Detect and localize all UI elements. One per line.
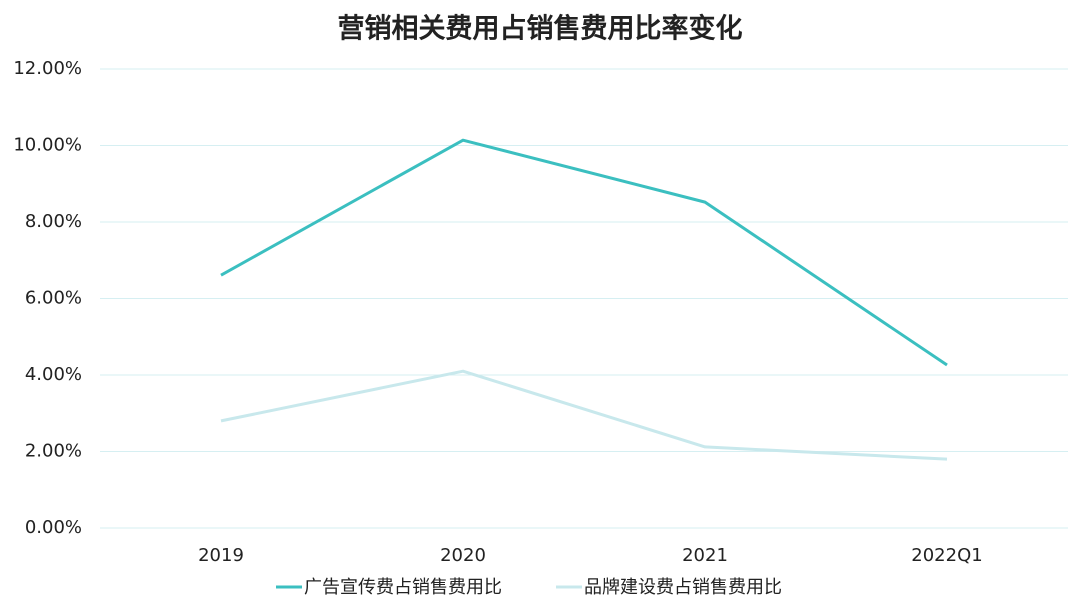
y-tick-label: 0.00% bbox=[25, 517, 82, 538]
legend-label: 广告宣传费占销售费用比 bbox=[304, 577, 502, 598]
chart-title: 营销相关费用占销售费用比率变化 bbox=[338, 13, 743, 45]
y-tick-label: 6.00% bbox=[25, 288, 82, 309]
series-line bbox=[220, 369, 948, 461]
y-tick-label: 2.00% bbox=[25, 441, 82, 462]
x-tick-label: 2022Q1 bbox=[911, 545, 982, 566]
legend-label: 品牌建设费占销售费用比 bbox=[584, 577, 782, 598]
y-tick-label: 10.00% bbox=[13, 135, 82, 156]
y-tick-label: 8.00% bbox=[25, 211, 82, 232]
x-tick-label: 2021 bbox=[682, 545, 728, 566]
x-tick-label: 2019 bbox=[198, 545, 244, 566]
y-tick-label: 12.00% bbox=[13, 58, 82, 79]
x-tick-label: 2020 bbox=[440, 545, 486, 566]
y-tick-label: 4.00% bbox=[25, 364, 82, 385]
series-line bbox=[220, 138, 948, 367]
